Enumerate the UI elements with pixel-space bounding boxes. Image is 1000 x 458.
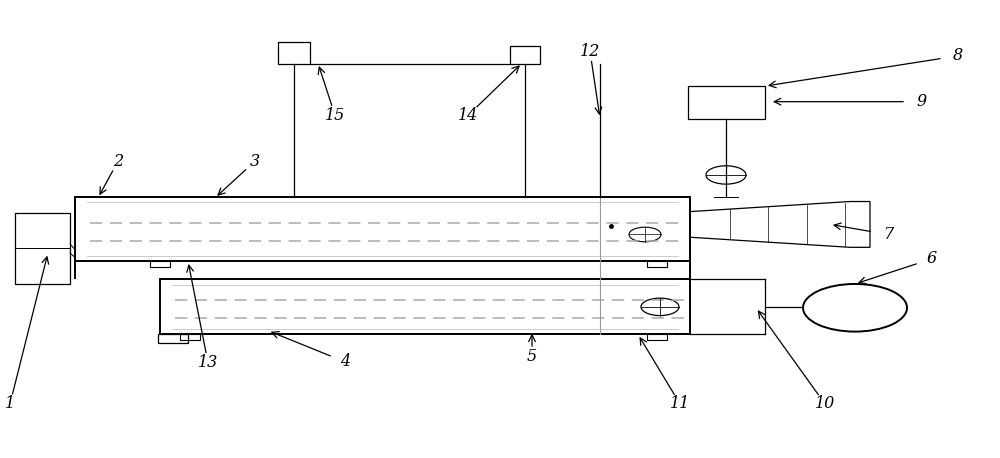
Text: 11: 11	[670, 395, 690, 413]
Text: 7: 7	[883, 226, 893, 243]
Bar	[647, 334, 667, 340]
Text: 9: 9	[917, 93, 927, 110]
Text: 13: 13	[198, 354, 218, 371]
Text: 3: 3	[250, 153, 260, 170]
Text: 10: 10	[815, 395, 835, 413]
Bar	[180, 334, 200, 340]
Text: 4: 4	[340, 353, 350, 371]
Bar	[150, 261, 170, 267]
Text: 14: 14	[458, 107, 478, 124]
Text: 12: 12	[580, 43, 600, 60]
Bar	[688, 86, 765, 119]
Text: 2: 2	[113, 153, 123, 170]
Text: 6: 6	[927, 250, 937, 267]
Bar	[158, 334, 188, 343]
Text: 5: 5	[527, 348, 537, 365]
Text: 8: 8	[953, 47, 963, 65]
Bar	[75, 197, 690, 261]
Bar	[510, 46, 540, 64]
Bar	[160, 279, 690, 334]
Text: 1: 1	[5, 395, 15, 413]
Text: 15: 15	[325, 107, 345, 124]
Bar	[15, 213, 70, 284]
Bar	[278, 42, 310, 64]
Bar	[647, 261, 667, 267]
